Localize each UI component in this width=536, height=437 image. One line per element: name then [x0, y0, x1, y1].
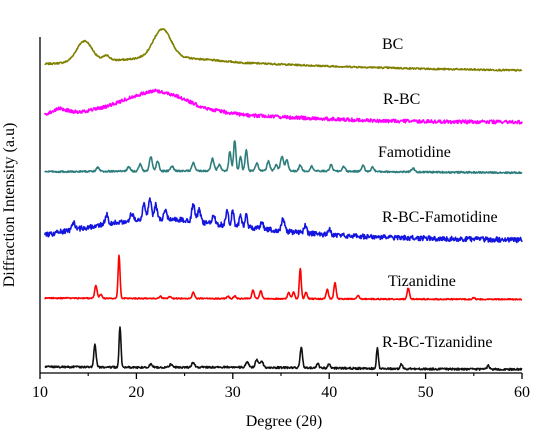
series-label-bc: BC: [382, 36, 403, 53]
series-trace-r-bc-tizanidine: [44, 326, 523, 372]
x-tick-label-10: 10: [32, 384, 48, 401]
x-tick-label-30: 30: [225, 384, 241, 401]
series-labels-layer: BC R-BC Famotidine R-BC-Famotidine Tizanidin…: [378, 36, 498, 351]
x-axis-title: Degree (2θ): [246, 413, 323, 430]
series-label-tizanidine: Tizanidine: [388, 273, 456, 290]
series-label-r-bc-famotidine: R-BC-Famotidine: [382, 209, 498, 226]
y-axis-title: Diffraction Intensity (a.u): [1, 123, 18, 288]
ticks-layer: 10 20 30 40 50 60: [32, 373, 530, 401]
series-label-famotidine: Famotidine: [378, 144, 451, 161]
x-tick-label-20: 20: [128, 384, 144, 401]
x-tick-label-40: 40: [321, 384, 337, 401]
x-tick-label-60: 60: [514, 384, 530, 401]
axes-layer: [39, 37, 522, 374]
traces-layer: [44, 28, 523, 372]
x-tick-label-50: 50: [418, 384, 434, 401]
series-label-r-bc-tizanidine: R-BC-Tizanidine: [382, 334, 493, 351]
series-trace-r-bc-famotidine: [44, 197, 523, 244]
series-trace-bc: [44, 28, 523, 72]
series-label-r-bc: R-BC: [383, 91, 420, 108]
series-trace-tizanidine: [44, 254, 523, 301]
series-trace-r-bc: [44, 88, 523, 125]
series-trace-famotidine: [44, 140, 523, 175]
